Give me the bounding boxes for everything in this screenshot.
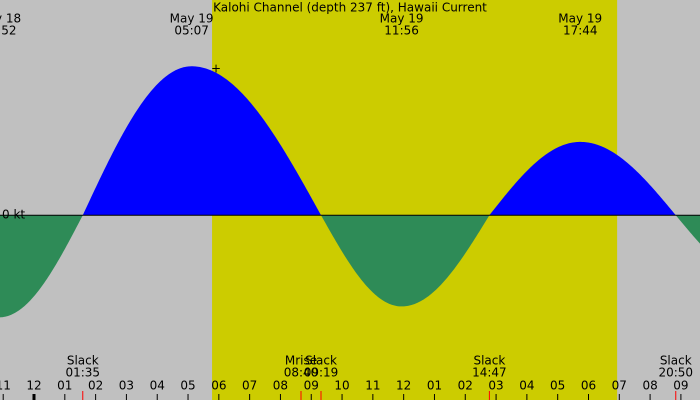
event-time: 20:50 (658, 366, 693, 380)
x-tick-label: 03 (488, 379, 503, 393)
x-tick-label: 07 (612, 379, 627, 393)
extreme-time: 11:56 (384, 24, 419, 38)
ebb-area (0, 215, 700, 318)
x-tick-label: 06 (211, 379, 226, 393)
x-tick-label: 08 (642, 379, 657, 393)
event-label: Mrise (285, 354, 317, 368)
extreme-time: 22:52 (0, 24, 16, 38)
extreme-time: 17:44 (563, 24, 598, 38)
x-tick-label: 04 (519, 379, 534, 393)
x-tick-label: 11 (0, 379, 11, 393)
event-label: Slack (67, 354, 99, 368)
marker: + (211, 62, 221, 76)
x-tick-label: 10 (334, 379, 349, 393)
event-label: Slack (305, 354, 337, 368)
event-time: 14:47 (472, 366, 507, 380)
zero-label: 0 kt (2, 208, 25, 222)
x-tick-label: 08 (273, 379, 288, 393)
event-label: Slack (473, 354, 505, 368)
x-tick-label: 02 (458, 379, 473, 393)
x-tick-label: 12 (26, 379, 41, 393)
extreme-date: May 18 (0, 12, 21, 26)
extreme-date: May 19 (380, 12, 424, 26)
x-tick-label: 07 (242, 379, 257, 393)
event-time: 09:19 (304, 366, 339, 380)
x-tick-label: 02 (88, 379, 103, 393)
event-label: Slack (660, 354, 692, 368)
x-tick-label: 05 (550, 379, 565, 393)
x-tick-label: 04 (150, 379, 165, 393)
x-tick-label: 05 (180, 379, 195, 393)
x-tick-label: 06 (581, 379, 596, 393)
x-tick-label: 03 (119, 379, 134, 393)
x-tick-label: 11 (365, 379, 380, 393)
event-time: 01:35 (65, 366, 100, 380)
flood-area (0, 66, 700, 216)
x-tick-label: 01 (57, 379, 72, 393)
x-tick-label: 12 (396, 379, 411, 393)
event-time: 08:40 (284, 366, 319, 380)
extreme-date: May 19 (170, 12, 214, 26)
x-tick-label: 01 (427, 379, 442, 393)
extreme-date: May 19 (558, 12, 602, 26)
chart-title: Kalohi Channel (depth 237 ft), Hawaii Cu… (213, 1, 487, 15)
x-tick-label: 09 (304, 379, 319, 393)
extreme-time: 05:07 (174, 24, 209, 38)
x-tick-label: 09 (673, 379, 688, 393)
